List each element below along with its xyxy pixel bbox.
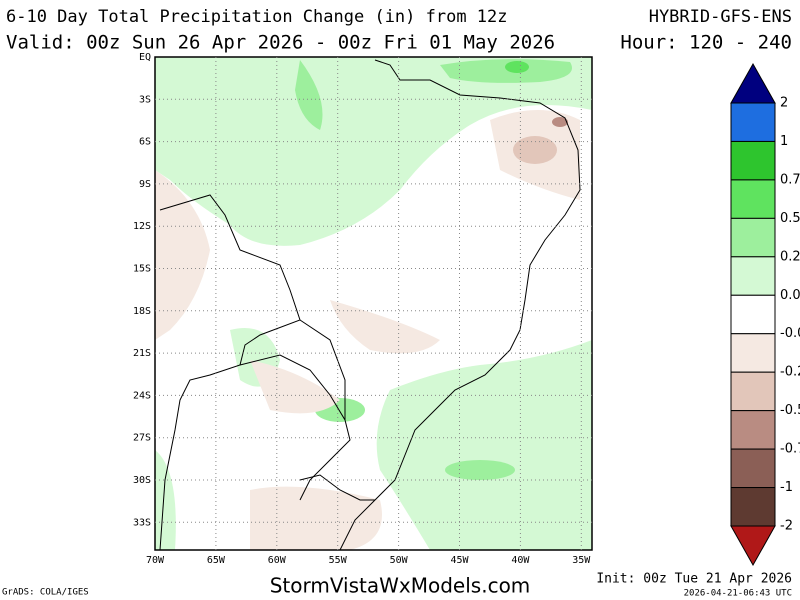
- precip-area: [295, 60, 323, 130]
- coastline: [339, 59, 581, 550]
- dry-area: [513, 136, 557, 164]
- lat-label: 12S: [133, 221, 151, 232]
- lat-label: 33S: [133, 517, 151, 528]
- lat-label: 18S: [133, 306, 151, 317]
- border: [299, 319, 346, 420]
- colorbar-box: [730, 102, 776, 142]
- title: 6-10 Day Total Precipitation Change (in)…: [6, 7, 508, 27]
- colorbar-box: [730, 487, 776, 527]
- lat-label: 3S: [139, 94, 151, 105]
- dry-area: [330, 300, 440, 354]
- lat-label: 9S: [139, 179, 151, 190]
- colorbar-top: [730, 62, 776, 104]
- forecast-hour: Hour: 120 - 240: [620, 32, 792, 54]
- colorbar-label: -0.5: [780, 403, 800, 418]
- site-name: StormVistaWxModels.com: [270, 574, 531, 598]
- colorbar-box: [730, 333, 776, 373]
- colorbar-label: 0.05: [780, 288, 800, 303]
- lat-label: 27S: [133, 433, 151, 444]
- credit: GrADS: COLA/IGES: [2, 588, 89, 598]
- precip-area: [445, 460, 515, 480]
- coastlines-borders: [159, 59, 581, 550]
- colorbar-label: -1: [780, 480, 793, 495]
- lon-label: 35W: [572, 555, 591, 566]
- colorbar-box: [730, 140, 776, 181]
- lon-label: 70W: [146, 555, 165, 566]
- lat-label: EQ: [139, 52, 151, 63]
- lon-label: 55W: [329, 555, 348, 566]
- colorbar-label: 1: [780, 134, 788, 149]
- dry-area: [250, 360, 340, 414]
- precip-area: [155, 450, 176, 550]
- colorbar-label: -0.75: [780, 442, 800, 457]
- colorbar: 2 1 0.75 0.5 0.25 0.05 -0.05 -0.25 -0.5 -0.75 -1 -2: [730, 62, 800, 567]
- lat-label: 24S: [133, 390, 151, 401]
- precip-area: [505, 61, 529, 73]
- lat-label: 15S: [133, 264, 151, 275]
- lat-label: 21S: [133, 348, 151, 359]
- lon-label: 60W: [268, 555, 287, 566]
- precip-area: [376, 340, 592, 550]
- colorbar-bottom: [730, 525, 776, 567]
- lon-label: 45W: [450, 555, 469, 566]
- lon-label: 50W: [390, 555, 409, 566]
- precip-area: [155, 57, 592, 246]
- colorbar-label: -2: [780, 519, 793, 534]
- colorbar-label: -0.05: [780, 326, 800, 341]
- colorbar-box: [730, 448, 776, 489]
- precip-areas: [155, 57, 592, 550]
- model-name: HYBRID-GFS-ENS: [649, 7, 792, 27]
- init-time: Init: 00z Tue 21 Apr 2026: [596, 572, 792, 587]
- lon-label: 40W: [511, 555, 530, 566]
- timestamp: 2026-04-21-06:43 UTC: [684, 589, 792, 599]
- colorbar-box: [730, 371, 776, 412]
- valid-period: Valid: 00z Sun 26 Apr 2026 - 00z Fri 01 …: [6, 32, 555, 54]
- graticule: EQ 3S 6S 9S 12S 15S 18S 21S 24S 27S 30S 33S 70W 65W 60…: [133, 52, 592, 566]
- colorbar-label: 0.75: [780, 172, 800, 187]
- colorbar-label: -0.25: [780, 365, 800, 380]
- colorbar-box: [730, 179, 776, 219]
- colorbar-box: [730, 256, 776, 296]
- precip-area: [440, 59, 572, 83]
- lat-label: 6S: [139, 137, 151, 148]
- map-frame: [154, 56, 593, 551]
- dry-area: [250, 486, 382, 550]
- colorbar-label: 2: [780, 96, 788, 111]
- dry-area: [552, 117, 568, 127]
- lon-label: 65W: [207, 555, 226, 566]
- colorbar-box: [730, 217, 776, 258]
- colorbar-label: 0.5: [780, 211, 800, 226]
- dry-area: [155, 170, 210, 340]
- colorbar-label: 0.25: [780, 249, 800, 264]
- border: [159, 194, 301, 550]
- border: [299, 474, 375, 501]
- map-area: [155, 57, 592, 550]
- lat-label: 30S: [133, 475, 151, 486]
- colorbar-box: [730, 294, 776, 335]
- colorbar-box: [730, 410, 776, 450]
